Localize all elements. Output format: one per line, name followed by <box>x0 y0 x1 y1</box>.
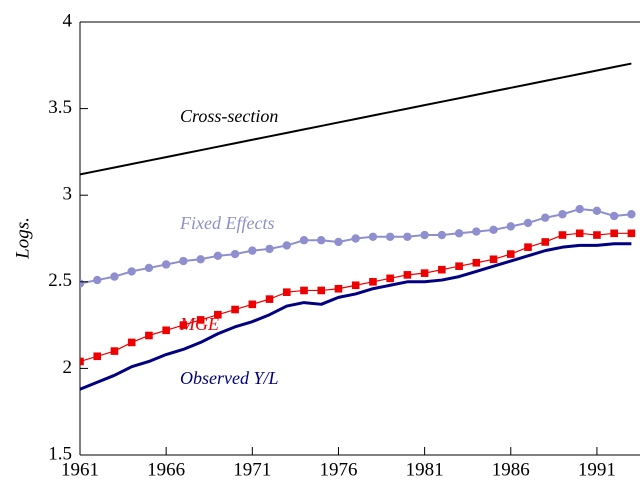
y-tick-label: 3 <box>63 184 73 205</box>
marker <box>179 321 188 329</box>
marker <box>472 258 481 267</box>
marker <box>93 275 102 285</box>
marker <box>248 246 257 255</box>
y-tick-label: 3.5 <box>48 97 72 118</box>
marker <box>627 229 636 238</box>
marker <box>506 250 515 258</box>
marker <box>506 222 515 231</box>
marker <box>334 284 343 293</box>
series-line <box>80 208 632 285</box>
y-tick-label: 4 <box>63 10 73 31</box>
marker <box>110 272 119 281</box>
marker <box>558 231 567 239</box>
marker <box>265 244 274 254</box>
marker <box>627 210 636 219</box>
marker <box>110 347 119 355</box>
marker <box>265 295 274 303</box>
x-tick-label: 1981 <box>406 459 444 480</box>
marker <box>127 267 136 276</box>
x-tick-label: 1966 <box>147 459 185 480</box>
marker <box>541 213 550 222</box>
marker <box>524 243 532 251</box>
marker <box>351 234 360 243</box>
series-label: Cross-section <box>180 106 278 126</box>
series-label: MGE <box>179 314 219 334</box>
series-line <box>80 242 632 391</box>
x-tick-label: 1976 <box>319 459 357 480</box>
marker <box>489 255 498 264</box>
marker <box>386 274 394 283</box>
marker <box>351 281 360 290</box>
marker <box>438 265 446 274</box>
marker <box>454 229 464 238</box>
marker <box>403 232 412 241</box>
marker <box>93 352 102 361</box>
marker <box>299 236 309 245</box>
marker <box>420 230 429 240</box>
marker <box>145 331 153 340</box>
marker <box>403 271 412 279</box>
marker <box>127 338 136 347</box>
marker <box>317 286 326 295</box>
marker <box>437 230 447 240</box>
y-tick-label: 2.5 <box>48 270 72 291</box>
marker <box>369 278 377 286</box>
series-line <box>80 232 632 363</box>
x-tick-label: 1971 <box>233 459 271 480</box>
marker <box>214 310 222 319</box>
marker <box>592 206 602 215</box>
marker <box>385 232 395 241</box>
marker <box>196 255 205 264</box>
marker <box>575 204 584 214</box>
marker <box>317 236 326 245</box>
y-tick-label: 2 <box>63 357 73 378</box>
marker <box>282 288 291 296</box>
x-tick-label: 1991 <box>578 459 616 480</box>
plot-area <box>80 62 636 391</box>
marker <box>489 225 498 235</box>
marker <box>161 260 171 269</box>
y-axis-label: Logs. <box>12 217 33 260</box>
marker <box>575 229 584 238</box>
x-tick-label: 1986 <box>492 459 530 480</box>
marker <box>231 305 239 314</box>
x-tick-label: 1961 <box>61 459 99 480</box>
y-tick-label: 1.5 <box>48 443 72 464</box>
marker <box>230 249 240 259</box>
marker <box>196 316 205 324</box>
marker <box>248 300 257 309</box>
marker <box>334 237 343 247</box>
series-label: Fixed Effects <box>179 213 274 233</box>
marker <box>593 231 601 239</box>
marker <box>609 211 619 221</box>
series-label: Observed Y/L <box>180 368 279 388</box>
marker <box>523 218 533 228</box>
series-line <box>80 62 632 176</box>
marker <box>368 232 378 241</box>
marker <box>80 279 85 288</box>
marker <box>472 227 481 236</box>
marker <box>282 241 291 250</box>
marker <box>558 210 567 219</box>
marker <box>541 238 550 246</box>
marker <box>610 229 618 238</box>
marker <box>179 256 188 266</box>
marker <box>144 263 154 273</box>
marker <box>300 286 308 295</box>
marker <box>80 357 84 366</box>
marker <box>420 269 429 277</box>
marker <box>162 326 170 335</box>
marker <box>213 251 223 261</box>
marker <box>455 262 463 271</box>
